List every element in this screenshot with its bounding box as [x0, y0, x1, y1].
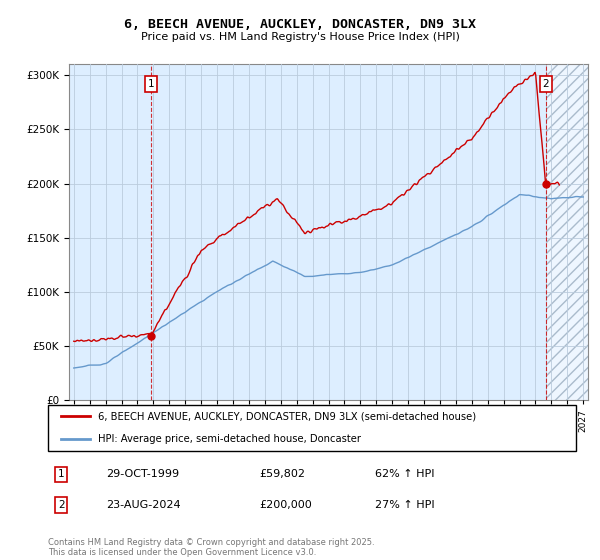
- Text: 23-AUG-2024: 23-AUG-2024: [106, 500, 181, 510]
- Text: 29-OCT-1999: 29-OCT-1999: [106, 469, 179, 479]
- Text: 1: 1: [148, 79, 154, 89]
- Bar: [545, 64, 591, 400]
- Text: HPI: Average price, semi-detached house, Doncaster: HPI: Average price, semi-detached house,…: [98, 435, 361, 444]
- FancyBboxPatch shape: [48, 405, 576, 451]
- Text: 6, BEECH AVENUE, AUCKLEY, DONCASTER, DN9 3LX: 6, BEECH AVENUE, AUCKLEY, DONCASTER, DN9…: [124, 18, 476, 31]
- Text: 6, BEECH AVENUE, AUCKLEY, DONCASTER, DN9 3LX (semi-detached house): 6, BEECH AVENUE, AUCKLEY, DONCASTER, DN9…: [98, 412, 476, 421]
- Text: 27% ↑ HPI: 27% ↑ HPI: [376, 500, 435, 510]
- Bar: [545, 64, 591, 400]
- Text: £200,000: £200,000: [259, 500, 312, 510]
- Text: Contains HM Land Registry data © Crown copyright and database right 2025.
This d: Contains HM Land Registry data © Crown c…: [48, 538, 374, 557]
- Text: 62% ↑ HPI: 62% ↑ HPI: [376, 469, 435, 479]
- Text: Price paid vs. HM Land Registry's House Price Index (HPI): Price paid vs. HM Land Registry's House …: [140, 32, 460, 43]
- Text: 1: 1: [58, 469, 65, 479]
- Text: £59,802: £59,802: [259, 469, 305, 479]
- Text: 2: 2: [58, 500, 65, 510]
- Text: 2: 2: [542, 79, 549, 89]
